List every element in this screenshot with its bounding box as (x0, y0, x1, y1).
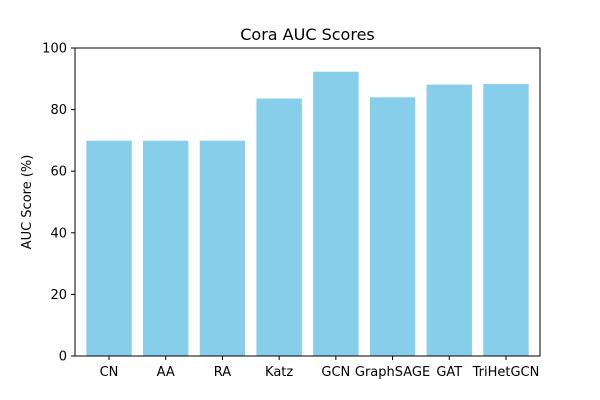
plot-frame (74, 47, 541, 357)
y-axis-label: AUC Score (%) (20, 155, 35, 250)
bars-group (86, 71, 529, 357)
y-tick-label: 20 (50, 288, 67, 303)
y-axis: 0 20 40 60 80 100 (42, 42, 75, 365)
x-tick-label: AA (157, 365, 175, 380)
x-tick-label: RA (214, 365, 232, 380)
y-tick-label: 80 (50, 103, 67, 118)
x-tick-label: GAT (436, 365, 462, 380)
bar-ra (199, 140, 246, 356)
y-tick-label: 100 (42, 42, 67, 57)
y-tick-label: 60 (50, 165, 67, 180)
y-tick-label: 40 (50, 226, 67, 241)
bar-graphsage (369, 97, 416, 356)
bar-gcn (313, 71, 359, 356)
x-tick-label: TriHetGCN (472, 365, 540, 380)
x-tick-label: GraphSAGE (355, 365, 430, 380)
y-tick-label: 0 (59, 350, 67, 365)
x-tick-label: Katz (265, 365, 293, 380)
x-tick-label: CN (100, 365, 119, 380)
bar-katz (256, 98, 302, 356)
bar-cn (86, 140, 132, 356)
bar-aa (143, 140, 189, 356)
bar-gat (426, 84, 472, 357)
chart-title: Cora AUC Scores (240, 25, 375, 44)
x-tick-label: GCN (321, 365, 350, 380)
x-axis: CN AA RA Katz GCN GraphSAGE GAT TriHetGCN (100, 356, 540, 380)
bar-trihetgcn (483, 84, 529, 356)
